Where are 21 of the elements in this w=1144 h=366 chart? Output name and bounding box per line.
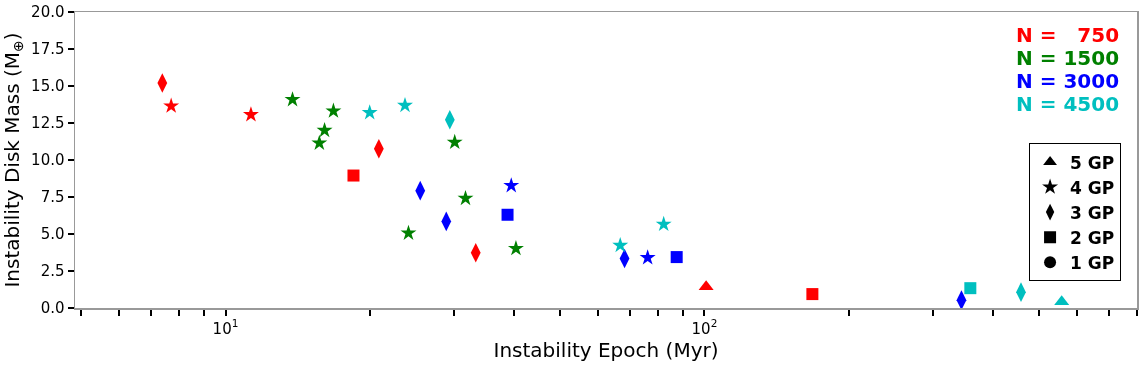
y-tick-label: 5.0 xyxy=(40,225,65,244)
text: N = 1500 xyxy=(1016,46,1120,70)
legend-label: 5 GP xyxy=(1070,152,1115,173)
text: N = 750 xyxy=(1016,23,1120,47)
x-axis-title: Instability Epoch (Myr) xyxy=(493,337,719,362)
y-tick-label: 7.5 xyxy=(40,188,65,207)
x-tick-label: 10$^{2}$ xyxy=(691,317,718,338)
legend-label: 3 GP xyxy=(1070,202,1115,223)
legend-label: 4 GP xyxy=(1070,177,1115,198)
legend-label: 1 GP xyxy=(1070,252,1115,273)
y-tick-label: 17.5 xyxy=(31,40,65,59)
y-tick-label: 20.0 xyxy=(31,3,65,22)
y-tick-label: 10.0 xyxy=(31,151,65,170)
y-tick-label: 12.5 xyxy=(31,114,65,133)
y-tick-label: 2.5 xyxy=(40,262,65,281)
y-tick-label: 15.0 xyxy=(31,77,65,96)
text: N = 3000 xyxy=(1016,69,1120,93)
text: N = 4500 xyxy=(1016,92,1120,116)
legend-label: 2 GP xyxy=(1070,227,1115,248)
x-tick-label: 10$^{1}$ xyxy=(212,317,239,338)
y-tick-label: 0.0 xyxy=(40,299,65,318)
